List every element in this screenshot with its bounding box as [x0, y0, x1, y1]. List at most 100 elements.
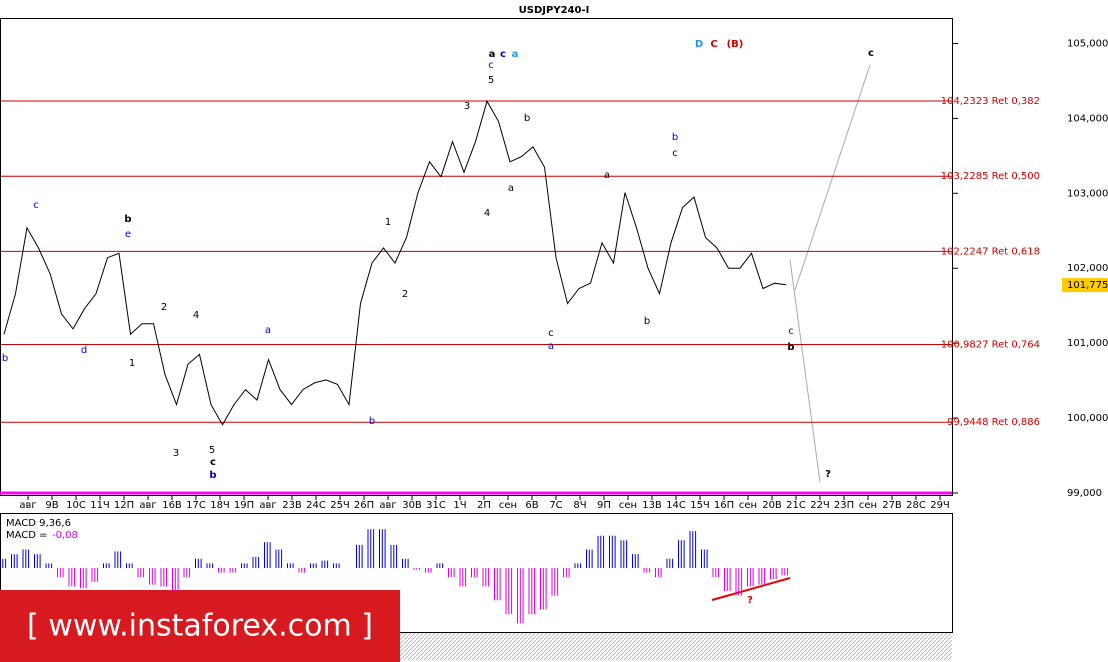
- x-tick-label: 2П: [477, 500, 491, 511]
- ret-level-label: 103,2285 Ret 0,500: [941, 171, 1040, 182]
- price-line: [3, 99, 787, 426]
- x-tick-label: 21С: [786, 500, 806, 511]
- wave-label: b: [787, 342, 794, 353]
- x-tick-label: 31С: [426, 500, 446, 511]
- wave-label: b: [524, 113, 530, 124]
- wave-label: c: [548, 328, 554, 339]
- wave-label: C: [710, 39, 717, 50]
- wave-label: 2: [161, 302, 167, 313]
- x-tick-label: авг: [19, 500, 36, 511]
- x-tick-label: 15Ч: [690, 500, 710, 511]
- ret-level-label: 102,2247 Ret 0,618: [941, 246, 1040, 257]
- wave-label: b: [2, 353, 8, 364]
- x-tick-label: 9П: [597, 500, 611, 511]
- ret-level-label: 100,9827 Ret 0,764: [941, 339, 1040, 350]
- wave-label: c: [672, 148, 678, 159]
- wave-label: a: [604, 170, 610, 181]
- x-tick-label: 17С: [186, 500, 206, 511]
- x-tick-label: 27В: [882, 500, 902, 511]
- wave-label: b: [644, 316, 650, 327]
- chart-title: USDJPY240-I: [519, 5, 590, 16]
- last-price-box: [1062, 278, 1108, 293]
- x-tick-label: 10С: [66, 500, 86, 511]
- wave-label: a: [508, 183, 514, 194]
- wave-label: e: [125, 229, 131, 240]
- projection-line: [794, 64, 871, 291]
- wave-label: 1: [385, 217, 391, 228]
- wave-label: 5: [488, 75, 494, 86]
- wave-label: 1: [129, 358, 135, 369]
- x-tick-label: авг: [379, 500, 396, 511]
- x-tick-label: 6В: [525, 500, 538, 511]
- wave-label: a: [512, 49, 519, 60]
- x-tick-label: сен: [739, 500, 757, 511]
- divergence-line: [711, 577, 791, 601]
- x-tick-label: 23В: [282, 500, 302, 511]
- ret-level-label: 99,9448 Ret 0,886: [947, 417, 1040, 428]
- wave-label: ?: [825, 469, 831, 480]
- watermark-box: [0, 590, 400, 662]
- wave-label: 4: [484, 208, 490, 219]
- wave-label: b: [124, 214, 131, 225]
- wave-label: b: [672, 132, 678, 143]
- x-tick-label: 19П: [234, 500, 254, 511]
- wave-label: c: [868, 48, 874, 59]
- x-tick-label: 11Ч: [90, 500, 110, 511]
- x-tick-label: 18Ч: [210, 500, 230, 511]
- y-tick-label: 105,000: [1067, 38, 1108, 49]
- wave-label: 3: [173, 448, 179, 459]
- wave-label: 3: [464, 101, 470, 112]
- x-tick-label: сен: [499, 500, 517, 511]
- x-tick-label: 29Ч: [930, 500, 950, 511]
- ret-level-label: 104,2323 Ret 0,382: [941, 96, 1040, 107]
- projection-line: [789, 259, 821, 483]
- x-tick-label: 28С: [906, 500, 926, 511]
- last-price-label: 101,775: [1067, 280, 1108, 291]
- wave-label: a: [489, 49, 496, 60]
- macd-prefix: MACD =: [6, 530, 48, 541]
- wave-label: b: [369, 416, 375, 427]
- y-tick-label: 104,000: [1067, 113, 1108, 124]
- wave-label: b: [209, 470, 216, 481]
- wave-label: c: [33, 200, 39, 211]
- wave-label: 2: [402, 289, 408, 300]
- x-tick-label: 25Ч: [330, 500, 350, 511]
- wave-label: a: [548, 341, 554, 352]
- x-tick-label: 7С: [549, 500, 562, 511]
- wave-label: D: [695, 39, 703, 50]
- x-tick-label: сен: [859, 500, 877, 511]
- y-tick-label: 99,000: [1067, 488, 1102, 499]
- y-tick-label: 103,000: [1067, 188, 1108, 199]
- y-tick-label: 100,000: [1067, 413, 1108, 424]
- x-tick-label: 23П: [834, 500, 854, 511]
- macd-title: MACD 9,36,6: [6, 518, 71, 529]
- x-tick-label: 13В: [642, 500, 662, 511]
- wave-label: (B): [727, 39, 744, 50]
- y-tick-label: 102,000: [1067, 263, 1108, 274]
- wave-label: 5: [209, 445, 215, 456]
- hatch-strip: [400, 633, 952, 660]
- wave-label: c: [788, 326, 794, 337]
- y-tick-label: 101,000: [1067, 338, 1108, 349]
- x-tick-label: 22Ч: [810, 500, 830, 511]
- wave-label: ?: [747, 595, 753, 606]
- x-tick-label: 9В: [45, 500, 58, 511]
- macd-frame: [0, 513, 953, 633]
- x-tick-label: 16В: [162, 500, 182, 511]
- wave-label: c: [500, 49, 506, 60]
- x-tick-label: сен: [619, 500, 637, 511]
- x-tick-label: авг: [259, 500, 276, 511]
- wave-label: 4: [193, 310, 199, 321]
- macd-current: -0,08: [52, 530, 78, 541]
- price-frame: [0, 18, 953, 496]
- wave-label: c: [488, 60, 494, 71]
- x-tick-label: 12П: [114, 500, 134, 511]
- x-tick-label: 20В: [762, 500, 782, 511]
- wave-label: a: [265, 325, 271, 336]
- watermark: [ www.instaforex.com ]: [27, 609, 373, 644]
- x-tick-label: 1Ч: [453, 500, 466, 511]
- x-tick-label: 8Ч: [573, 500, 586, 511]
- x-tick-label: 16П: [714, 500, 734, 511]
